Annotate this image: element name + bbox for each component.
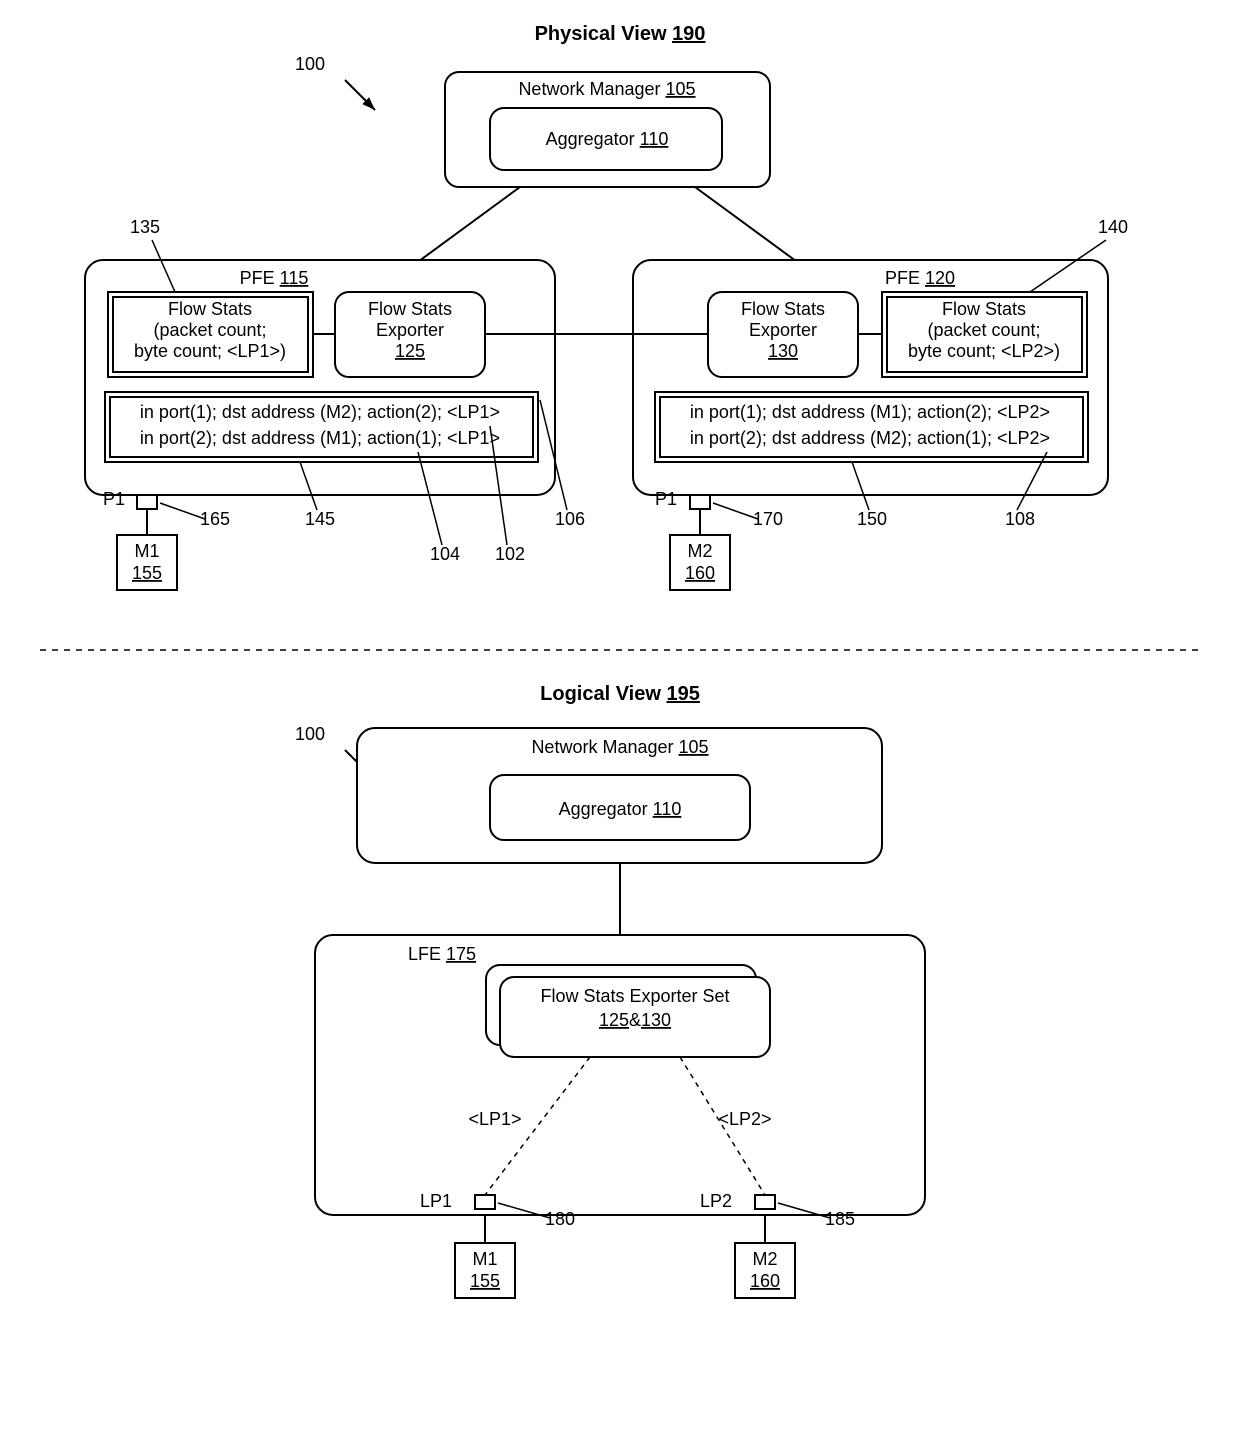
tspan-element: Aggregator: [559, 799, 653, 819]
text-element: PFE 120: [885, 268, 955, 288]
g-element: Logical View 195: [540, 683, 700, 705]
rect-element: [137, 495, 157, 509]
g-element: Aggregator 110: [546, 129, 669, 149]
text-element: 100: [295, 54, 325, 74]
text-element: byte count; <LP2>): [908, 341, 1060, 361]
line-element: [160, 503, 205, 519]
tspan-element: 105: [679, 737, 709, 757]
text-element: <LP1>: [468, 1109, 521, 1129]
text-element: 125: [395, 341, 425, 361]
text-element: 160: [750, 1271, 780, 1291]
text-element: LFE 175: [408, 944, 476, 964]
text-element: Flow Stats: [741, 299, 825, 319]
text-element: Network Manager 105: [531, 737, 708, 757]
tspan-element: Network Manager: [531, 737, 678, 757]
tspan-element: 195: [666, 683, 699, 705]
text-element: 108: [1005, 509, 1035, 529]
tspan-element: 120: [925, 268, 955, 288]
text-element: 155: [470, 1271, 500, 1291]
diagram-root: Physical View 190 100 Network Manager 105 A…: [0, 0, 1240, 1429]
g-element: Network Manager 105: [518, 79, 695, 99]
text-element: P1: [655, 489, 677, 509]
tspan-element: Aggregator: [546, 129, 640, 149]
tspan-element: PFE: [885, 268, 925, 288]
text-element: 135: [130, 217, 160, 237]
rect-element: [755, 1195, 775, 1209]
text-element: 140: [1098, 217, 1128, 237]
text-element: in port(1); dst address (M1); action(2);…: [690, 402, 1050, 422]
rect-element: [690, 495, 710, 509]
g-element: Physical View 190: [535, 23, 706, 45]
text-element: M2: [752, 1249, 777, 1269]
text-element: 155: [132, 563, 162, 583]
text-element: byte count; <LP1>): [134, 341, 286, 361]
tspan-element: 110: [653, 799, 682, 819]
text-element: 160: [685, 563, 715, 583]
text-element: M1: [134, 541, 159, 561]
tspan-element: Physical View: [535, 23, 673, 45]
tspan-element: 130: [641, 1010, 671, 1030]
text-element: Physical View 190: [535, 23, 706, 45]
text-element: 170: [753, 509, 783, 529]
tspan-element: &: [629, 1010, 641, 1030]
text-element: Aggregator 110: [559, 799, 682, 819]
tspan-element: Logical View: [540, 683, 666, 705]
tspan-element: 125: [599, 1010, 629, 1030]
text-element: (packet count;: [153, 320, 266, 340]
g-element: Network Manager 105: [531, 737, 708, 757]
text-element: 102: [495, 544, 525, 564]
text-element: 165: [200, 509, 230, 529]
text-element: in port(1); dst address (M2); action(2);…: [140, 402, 500, 422]
text-element: Flow Stats Exporter Set: [540, 986, 729, 1006]
tspan-element: 175: [446, 944, 476, 964]
text-element: 185: [825, 1209, 855, 1229]
line-element: [713, 503, 758, 519]
tspan-element: 190: [672, 23, 705, 45]
text-element: Logical View 195: [540, 683, 700, 705]
text-element: Flow Stats: [168, 299, 252, 319]
text-element: Flow Stats: [942, 299, 1026, 319]
text-element: PFE 115: [240, 268, 309, 288]
g-element: PFE 120: [885, 268, 955, 288]
text-element: 150: [857, 509, 887, 529]
text-element: M2: [687, 541, 712, 561]
text-element: P1: [103, 489, 125, 509]
tspan-element: 115: [280, 268, 309, 288]
tspan-element: PFE: [240, 268, 280, 288]
text-element: Aggregator 110: [546, 129, 669, 149]
tspan-element: LFE: [408, 944, 446, 964]
tspan-element: 110: [640, 129, 669, 149]
text-element: LP1: [420, 1191, 452, 1211]
text-element: 106: [555, 509, 585, 529]
text-element: 180: [545, 1209, 575, 1229]
text-element: Exporter: [376, 320, 444, 340]
text-element: in port(2); dst address (M1); action(1);…: [140, 428, 500, 448]
g-element: LFE 175: [408, 944, 476, 964]
tspan-element: Network Manager: [518, 79, 665, 99]
text-element: Exporter: [749, 320, 817, 340]
tspan-element: 105: [666, 79, 696, 99]
text-element: 125&130: [599, 1010, 671, 1030]
text-element: in port(2); dst address (M2); action(1);…: [690, 428, 1050, 448]
text-element: M1: [472, 1249, 497, 1269]
text-element: (packet count;: [927, 320, 1040, 340]
text-element: 145: [305, 509, 335, 529]
rect-element: [475, 1195, 495, 1209]
text-element: <LP2>: [718, 1109, 771, 1129]
text-element: 130: [768, 341, 798, 361]
text-element: Flow Stats: [368, 299, 452, 319]
g-element: PFE 115: [240, 268, 309, 288]
text-element: 104: [430, 544, 460, 564]
g-element: Aggregator 110: [559, 799, 682, 819]
text-element: Network Manager 105: [518, 79, 695, 99]
text-element: 100: [295, 724, 325, 744]
text-element: LP2: [700, 1191, 732, 1211]
